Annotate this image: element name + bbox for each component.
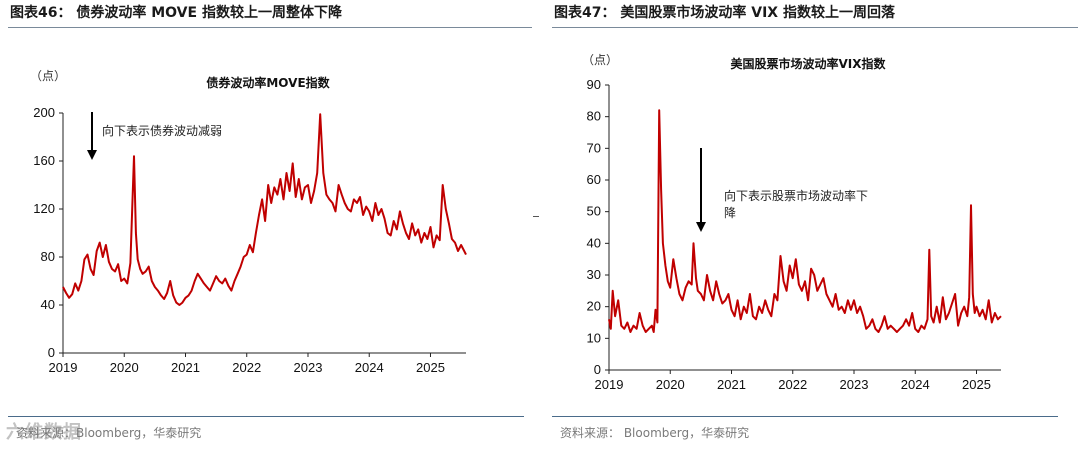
arrow-head-icon: [696, 222, 706, 232]
y-tick-label: 120: [33, 201, 55, 216]
y-tick-label: 30: [587, 267, 601, 282]
vix-source-note: 资料来源： Bloomberg，华泰研究: [560, 426, 750, 440]
x-tick-label: 2019: [595, 377, 624, 392]
y-axis-unit: （点）: [582, 53, 618, 67]
chart-annotation: 向下表示债券波动减弱: [102, 123, 222, 138]
x-tick-label: 2025: [416, 360, 445, 375]
header-divider: [552, 27, 1078, 28]
y-tick-label: 60: [587, 172, 601, 187]
move-chart: 债券波动率MOVE指数 （点） 0 40 80 120 160 200 2019 2020 2021…: [30, 69, 467, 375]
header-divider: [8, 27, 532, 28]
chart-title: 美国股票市场波动率VIX指数: [730, 56, 886, 71]
x-tick-label: 2020: [110, 360, 139, 375]
x-tick-label: 2019: [49, 360, 78, 375]
arrow-head-icon: [87, 150, 97, 160]
watermark-logo: 六维数据: [6, 422, 82, 443]
y-tick-label: 50: [587, 204, 601, 219]
footer-divider: [552, 416, 1058, 417]
vix-panel: 图表47： 美国股票市场波动率 VIX 指数较上一周回落 美国股票市场波动率VI…: [548, 0, 1080, 450]
move-panel: 图表46： 债券波动率 MOVE 指数较上一周整体下降 债券波动率MOVE指数 （…: [6, 5, 532, 443]
chart-annotation: 降: [724, 206, 736, 220]
x-tick-label: 2023: [294, 360, 323, 375]
x-tick-label: 2021: [171, 360, 200, 375]
x-tick-label: 2021: [717, 377, 746, 392]
vix-chart: 美国股票市场波动率VIX指数 （点） 0 10 20 30 40 50 60 70 80 90 2019…: [582, 53, 1002, 392]
move-source-note: 资料来源：Bloomberg，华泰研究: [16, 426, 202, 440]
series-line: [608, 109, 1002, 333]
separator-mark: [533, 216, 539, 217]
y-axis-unit: （点）: [30, 69, 66, 83]
y-tick-label: 70: [587, 140, 601, 155]
y-tick-label: 160: [33, 153, 55, 168]
y-tick-label: 80: [41, 249, 55, 264]
x-tick-label: 2022: [778, 377, 807, 392]
y-tick-label: 40: [587, 235, 601, 250]
x-tick-label: 2020: [656, 377, 685, 392]
vix-figure-header: 图表47： 美国股票市场波动率 VIX 指数较上一周回落: [554, 5, 895, 21]
y-tick-label: 90: [587, 77, 601, 92]
series-line: [62, 113, 467, 306]
footer-divider: [8, 416, 524, 417]
y-tick-label: 0: [48, 345, 55, 360]
x-tick-label: 2025: [962, 377, 991, 392]
chart-annotation: 向下表示股票市场波动率下: [724, 188, 868, 203]
y-tick-label: 40: [41, 297, 55, 312]
y-tick-label: 10: [587, 330, 601, 345]
x-tick-label: 2022: [232, 360, 261, 375]
x-tick-label: 2023: [840, 377, 869, 392]
x-tick-label: 2024: [355, 360, 384, 375]
y-tick-label: 200: [33, 105, 55, 120]
chart-title: 债券波动率MOVE指数: [206, 75, 330, 90]
y-tick-label: 80: [587, 109, 601, 124]
y-tick-label: 20: [587, 299, 601, 314]
y-tick-label: 0: [594, 362, 601, 377]
move-figure-header: 图表46： 债券波动率 MOVE 指数较上一周整体下降: [10, 5, 342, 21]
x-tick-label: 2024: [901, 377, 930, 392]
